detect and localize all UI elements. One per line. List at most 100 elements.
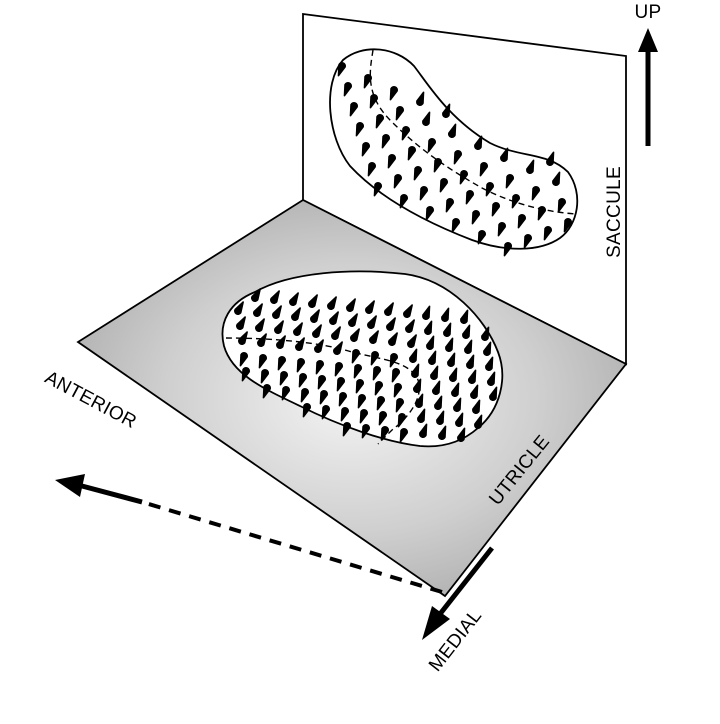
hair-cell-icon — [342, 422, 351, 437]
hair-cell-icon — [481, 326, 490, 341]
hair-cell-icon — [281, 386, 290, 401]
hair-cell-icon — [411, 363, 420, 378]
hair-cell-icon — [296, 358, 305, 373]
hair-cell-icon — [485, 356, 494, 371]
hair-cell-icon — [381, 134, 390, 149]
hair-cell-icon — [445, 198, 454, 213]
hair-cell-icon — [483, 341, 492, 356]
hair-cell-icon — [336, 377, 345, 392]
hair-cell-icon — [434, 395, 443, 410]
hair-cell-icon — [359, 409, 368, 424]
hair-cell-icon — [260, 369, 269, 384]
hair-cell-icon — [349, 102, 358, 117]
hair-cell-icon — [236, 316, 247, 330]
hair-cell-icon — [543, 226, 552, 241]
hair-cell-icon — [432, 380, 441, 395]
hair-cell-icon — [451, 382, 460, 397]
hair-cell-icon — [430, 365, 439, 380]
hair-cell-icon — [337, 62, 346, 77]
hair-cell-icon — [387, 154, 396, 169]
hair-cell-icon — [459, 170, 468, 185]
hair-cell-icon — [376, 396, 385, 411]
hair-cell-icon — [251, 288, 262, 302]
hair-cell-icon — [523, 234, 532, 249]
hair-cell-icon — [505, 174, 514, 189]
hair-cell-icon — [460, 309, 469, 324]
hair-cell-icon — [474, 414, 483, 429]
hair-cell-icon — [462, 324, 471, 339]
hair-cell-icon — [474, 135, 483, 150]
hair-cell-icon — [367, 162, 376, 177]
arrow-anterior-icon — [55, 474, 443, 594]
hair-cell-icon — [451, 218, 460, 233]
hair-cell-icon — [453, 150, 462, 165]
hair-cell-icon — [395, 398, 404, 413]
hair-cell-icon — [378, 411, 387, 426]
hair-cell-icon — [272, 305, 283, 319]
hair-cell-icon — [497, 222, 506, 237]
hair-cell-icon — [426, 335, 435, 350]
hair-cell-icon — [317, 375, 326, 390]
hair-cell-icon — [367, 315, 378, 329]
hair-cell-icon — [348, 313, 359, 327]
hair-cell-icon — [433, 158, 442, 173]
hair-cell-icon — [395, 106, 404, 121]
hair-cell-icon — [291, 307, 302, 321]
hair-cell-icon — [424, 320, 433, 335]
utricle-macula — [221, 270, 504, 448]
hair-cell-icon — [270, 290, 281, 304]
hair-cell-icon — [399, 428, 408, 443]
hair-cell-icon — [365, 300, 376, 314]
hair-cell-icon — [393, 174, 402, 189]
hair-cell-icon — [375, 114, 384, 129]
saccule-hair-cells — [337, 62, 572, 257]
hair-cell-icon — [276, 335, 287, 349]
hair-cell-icon — [443, 322, 452, 337]
hair-cell-icon — [436, 410, 445, 425]
hair-cell-icon — [386, 317, 397, 331]
hair-cell-icon — [355, 379, 364, 394]
hair-cell-icon — [500, 147, 509, 162]
hair-cell-icon — [447, 352, 456, 367]
hair-cell-icon — [253, 303, 264, 317]
hair-cell-icon — [441, 307, 450, 322]
hair-cell-icon — [407, 146, 416, 161]
hair-cell-icon — [298, 373, 307, 388]
hair-cell-icon — [489, 386, 498, 401]
hair-cell-icon — [491, 202, 500, 217]
hair-cell-icon — [391, 368, 400, 383]
hair-cell-icon — [546, 151, 555, 166]
hair-cell-icon — [487, 371, 496, 386]
hair-cell-icon — [257, 333, 268, 347]
hair-cell-icon — [413, 378, 422, 393]
arrow-medial-icon — [422, 546, 494, 640]
hair-cell-icon — [526, 159, 535, 174]
hair-cell-icon — [449, 367, 458, 382]
hair-cell-icon — [457, 427, 466, 442]
hair-cell-icon — [255, 318, 266, 332]
up-arrow-icon — [638, 28, 658, 146]
hair-cell-icon — [477, 230, 486, 245]
hair-cell-icon — [427, 138, 436, 153]
hair-cell-icon — [472, 399, 481, 414]
hair-cell-icon — [537, 206, 546, 221]
hair-cell-icon — [300, 388, 309, 403]
hair-cell-icon — [417, 408, 426, 423]
hair-cell-icon — [357, 394, 366, 409]
hair-cell-icon — [445, 337, 454, 352]
hair-cell-icon — [238, 331, 249, 345]
hair-cell-icon — [369, 330, 380, 344]
hair-cell-icon — [327, 296, 338, 310]
hair-cell-icon — [384, 302, 395, 316]
anterior-label: ANTERIOR — [41, 367, 140, 433]
hair-cell-icon — [419, 423, 428, 438]
hair-cell-icon — [416, 91, 425, 106]
hair-cell-icon — [333, 341, 344, 355]
hair-cell-icon — [455, 412, 464, 427]
hair-cell-icon — [466, 354, 475, 369]
hair-cell-icon — [308, 294, 319, 308]
hair-cell-icon — [401, 126, 410, 141]
hair-cell-icon — [415, 393, 424, 408]
hair-cell-icon — [361, 142, 370, 157]
